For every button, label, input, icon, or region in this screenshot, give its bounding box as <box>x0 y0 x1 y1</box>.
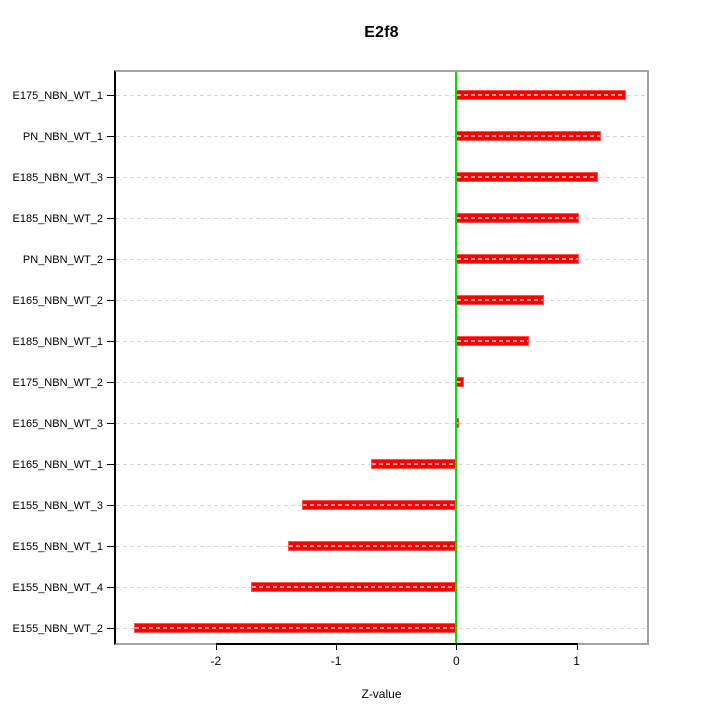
y-tick-label: E185_NBN_WT_1 <box>12 336 104 348</box>
y-tick-label: PN_NBN_WT_2 <box>22 254 103 266</box>
zero-line <box>455 72 458 643</box>
y-tick-label: E175_NBN_WT_1 <box>12 90 104 102</box>
y-tick-label: E155_NBN_WT_4 <box>12 582 104 594</box>
gridline <box>116 259 647 260</box>
gridline <box>116 341 647 342</box>
bar-stripe <box>457 258 579 260</box>
bar-stripe <box>288 545 456 547</box>
x-tick <box>576 643 578 650</box>
bar-stripe <box>135 627 456 629</box>
bar-stripe <box>371 463 456 465</box>
y-tick-label: E185_NBN_WT_2 <box>12 213 104 225</box>
y-tick <box>107 218 114 219</box>
x-tick-label: -1 <box>330 654 342 668</box>
bar-stripe <box>457 299 544 301</box>
bar <box>456 377 464 387</box>
x-tick <box>456 643 458 650</box>
x-tick <box>215 643 217 650</box>
y-tick <box>107 628 114 629</box>
x-tick-label: 1 <box>573 654 580 668</box>
chart-title: E2f8 <box>364 24 399 41</box>
y-tick <box>107 423 114 424</box>
bar <box>250 582 457 592</box>
bar-stripe <box>251 586 456 588</box>
bar-stripe <box>457 381 463 383</box>
bar <box>456 254 580 264</box>
plot-area: E175_NBN_WT_1 PN_NBN_WT_1 E185_NBN_WT_3 E18… <box>13 70 649 668</box>
gridline <box>116 300 647 301</box>
bar <box>134 623 457 633</box>
y-tick <box>107 546 114 547</box>
y-tick-label: E165_NBN_WT_2 <box>12 295 104 307</box>
bar <box>456 213 580 223</box>
y-tick <box>107 300 114 301</box>
y-tick <box>107 505 114 506</box>
bar-stripe <box>457 176 598 178</box>
x-tick <box>336 643 338 650</box>
y-tick <box>107 136 114 137</box>
y-tick-label: PN_NBN_WT_1 <box>22 131 103 143</box>
gridline <box>116 382 647 383</box>
y-tick <box>107 259 114 260</box>
y-tick <box>107 341 114 342</box>
bar <box>302 500 457 510</box>
y-tick <box>107 587 114 588</box>
y-tick <box>107 464 114 465</box>
bar <box>456 172 599 182</box>
bar <box>456 131 601 141</box>
y-tick <box>107 382 114 383</box>
gridline <box>116 423 647 424</box>
bar <box>287 541 457 551</box>
gridline <box>116 218 647 219</box>
bar <box>370 459 457 469</box>
y-tick-label: E155_NBN_WT_2 <box>12 623 104 635</box>
bar-stripe <box>457 94 625 96</box>
bar-stripe <box>457 340 528 342</box>
gridline <box>116 136 647 137</box>
bar-stripe <box>457 135 600 137</box>
bar <box>456 295 545 305</box>
x-tick-label: 0 <box>453 654 460 668</box>
y-tick-label: E155_NBN_WT_3 <box>12 500 104 512</box>
x-axis-line <box>215 643 577 645</box>
bar-stripe <box>303 504 456 506</box>
bar-stripe <box>457 217 579 219</box>
y-tick-label: E165_NBN_WT_1 <box>12 459 104 471</box>
gridline <box>116 177 647 178</box>
x-axis-title: Z-value <box>361 687 402 701</box>
y-tick-label: E185_NBN_WT_3 <box>12 172 104 184</box>
y-tick-label: E175_NBN_WT_2 <box>12 377 104 389</box>
y-tick-label: E165_NBN_WT_3 <box>12 418 104 430</box>
gridline <box>116 95 647 96</box>
y-tick <box>107 95 114 96</box>
x-tick-label: -2 <box>210 654 222 668</box>
bar <box>456 336 529 346</box>
y-tick <box>107 177 114 178</box>
y-tick-label: E155_NBN_WT_1 <box>12 541 104 553</box>
bar <box>456 90 626 100</box>
